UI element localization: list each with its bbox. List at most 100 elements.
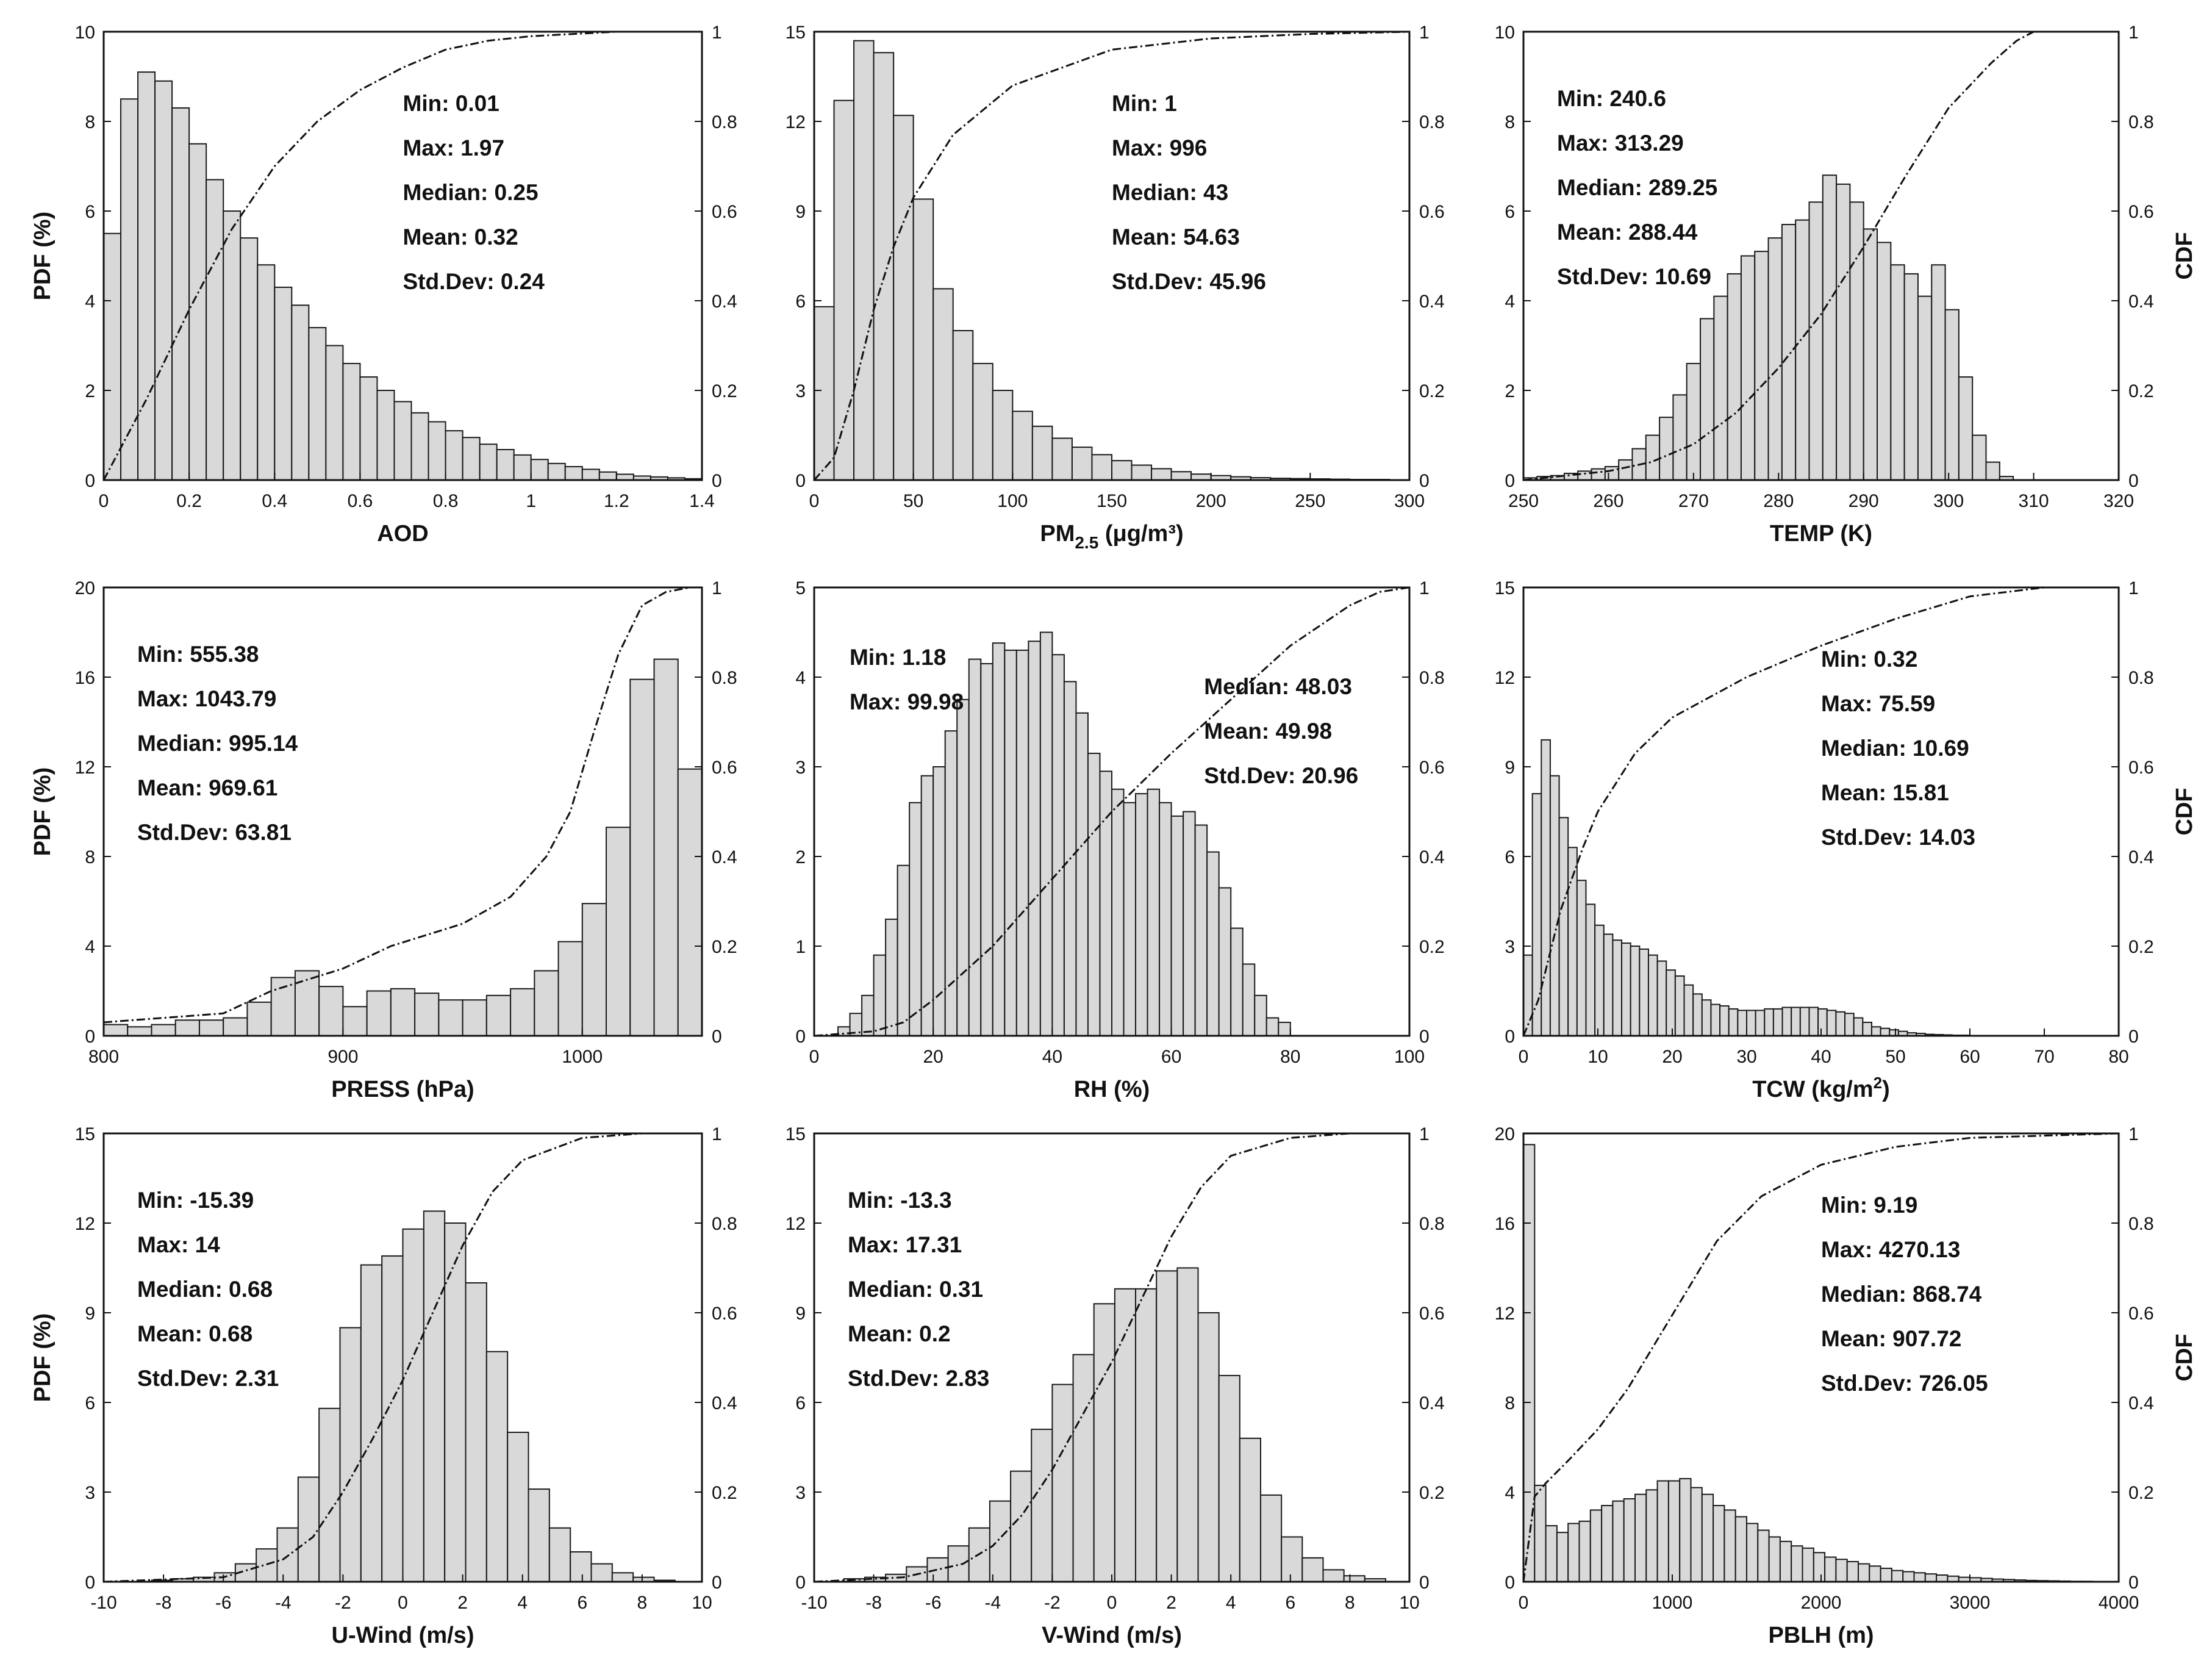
histogram-bar xyxy=(1791,1007,1801,1036)
histogram-bar xyxy=(1556,1532,1569,1582)
histogram-bar xyxy=(1031,1429,1053,1582)
y-tick-label: 6 xyxy=(795,1393,806,1413)
stat-label: Mean: 288.44 xyxy=(1557,220,1698,245)
histogram-bar xyxy=(246,1001,272,1036)
histogram-bar xyxy=(1723,1509,1736,1582)
x-tick-label: 250 xyxy=(1295,491,1325,511)
histogram-bar xyxy=(726,1025,750,1036)
histogram-bar xyxy=(1835,1559,1848,1582)
histogram-bar xyxy=(1218,887,1232,1036)
stat-label: Median: 0.25 xyxy=(403,180,539,205)
histogram-bar xyxy=(629,678,655,1036)
histogram-bar xyxy=(1808,1007,1819,1036)
y2-tick-label: 1 xyxy=(712,1124,722,1144)
y-axis-label: PDF (%) xyxy=(30,767,55,856)
x-tick-label: 6 xyxy=(577,1593,587,1613)
histogram-bar xyxy=(223,1017,248,1036)
histogram-bar xyxy=(1589,1509,1603,1582)
histogram-bar xyxy=(1813,1552,1826,1582)
histogram-bar xyxy=(1767,237,1783,480)
histogram-bar xyxy=(1594,924,1605,1036)
histogram-bar xyxy=(547,462,566,480)
y-tick-label: 0 xyxy=(795,1573,806,1593)
y-tick-label: 2 xyxy=(1505,381,1515,401)
y-tick-label: 15 xyxy=(1495,578,1515,598)
histogram-bar xyxy=(1719,1005,1730,1036)
y2-tick-label: 0.6 xyxy=(712,758,737,778)
histogram-bar xyxy=(1772,1008,1783,1036)
histogram-bars xyxy=(1523,174,2014,480)
histogram-bar xyxy=(485,1351,509,1582)
histogram-bar xyxy=(1278,1021,1291,1036)
y2-tick-label: 0.2 xyxy=(1419,937,1445,957)
histogram-bar xyxy=(1902,1571,1915,1582)
histogram-bar xyxy=(1075,712,1089,1036)
histogram-bars xyxy=(837,631,1291,1036)
x-tick-label: 50 xyxy=(1885,1047,1905,1067)
histogram-bar xyxy=(557,941,583,1036)
histogram-bar xyxy=(1197,1312,1220,1582)
x-axis-label-main: PRESS (hPa) xyxy=(331,1077,474,1102)
histogram-bar xyxy=(270,977,296,1036)
x-axis-label-main: TCW (kg/m xyxy=(1752,1077,1873,1102)
histogram-bar xyxy=(1647,954,1658,1036)
histogram-bar xyxy=(137,71,156,480)
y2-tick-label: 0 xyxy=(2128,1027,2139,1047)
histogram-bar xyxy=(861,994,875,1036)
chart-panel-1: 0 0.2 0.4 0.6 0.8 1 1.2 1.4024681000.20.40.60.8… xyxy=(30,23,737,547)
y-tick-label: 8 xyxy=(85,847,95,867)
histogram-bar xyxy=(1603,933,1614,1036)
x-tick-label: 0.4 xyxy=(262,491,287,511)
histogram-bar xyxy=(1558,817,1569,1036)
histogram-bar xyxy=(1099,770,1112,1036)
x-tick-label: 0 xyxy=(1519,1047,1529,1067)
y2-tick-label: 0.2 xyxy=(712,937,737,957)
histogram-bar xyxy=(1051,437,1073,480)
stat-label: Max: 1.97 xyxy=(403,135,505,160)
stat-label: Min: 240.6 xyxy=(1557,86,1666,111)
cdf-curve xyxy=(814,587,1409,1036)
histogram-bar xyxy=(1567,1523,1580,1582)
histogram-bar xyxy=(465,1282,487,1582)
histogram-bar xyxy=(1260,1494,1283,1582)
histogram-bar xyxy=(1621,942,1631,1036)
histogram-bar xyxy=(423,1210,446,1582)
y-tick-label: 16 xyxy=(1495,1214,1515,1234)
histogram-bar xyxy=(534,970,559,1036)
histogram-bar xyxy=(1779,1540,1792,1582)
histogram-bar xyxy=(1301,1557,1324,1582)
y-tick-label: 12 xyxy=(1495,668,1515,688)
x-tick-label: 250 xyxy=(1508,491,1539,511)
histogram-bar xyxy=(1781,224,1797,480)
stat-label: Min: -13.3 xyxy=(848,1188,952,1213)
cdf-curve xyxy=(104,1133,702,1582)
x-tick-label: 1.2 xyxy=(604,491,629,511)
y2-tick-label: 0.6 xyxy=(712,202,737,222)
x-tick-label: 6 xyxy=(1285,1593,1295,1613)
stat-label: Min: -15.39 xyxy=(137,1188,254,1213)
x-tick-label: 10 xyxy=(692,1593,712,1613)
y-tick-label: 8 xyxy=(1505,1393,1515,1413)
y-tick-label: 9 xyxy=(795,1304,806,1324)
y-tick-label: 15 xyxy=(786,23,806,43)
histogram-bar xyxy=(1880,1027,1891,1036)
y-tick-label: 2 xyxy=(795,847,806,867)
y-tick-label: 0 xyxy=(1505,471,1515,491)
histogram-bar xyxy=(581,468,600,480)
cdf-curve xyxy=(1523,1133,2119,1582)
histogram-bar xyxy=(1585,903,1596,1036)
x-tick-label: 0 xyxy=(809,491,820,511)
histogram-bar xyxy=(1746,1523,1759,1582)
histogram-bar xyxy=(366,990,392,1036)
y2-tick-label: 0 xyxy=(1419,471,1430,491)
histogram-bar xyxy=(1863,228,1878,480)
y2-tick-label: 0.2 xyxy=(2128,937,2154,957)
y2-tick-label: 0.6 xyxy=(2128,202,2154,222)
histogram-bar xyxy=(510,988,535,1036)
histogram-bar xyxy=(1028,641,1041,1036)
stat-label: Std.Dev: 0.24 xyxy=(403,269,545,294)
stat-label: Max: 313.29 xyxy=(1557,131,1684,156)
chart-panel-2: 0 50 100 150 200 250 3000369121500.20.40.60.81… xyxy=(786,23,1445,552)
x-tick-label: 4 xyxy=(517,1593,528,1613)
x-tick-label: 300 xyxy=(1933,491,1964,511)
